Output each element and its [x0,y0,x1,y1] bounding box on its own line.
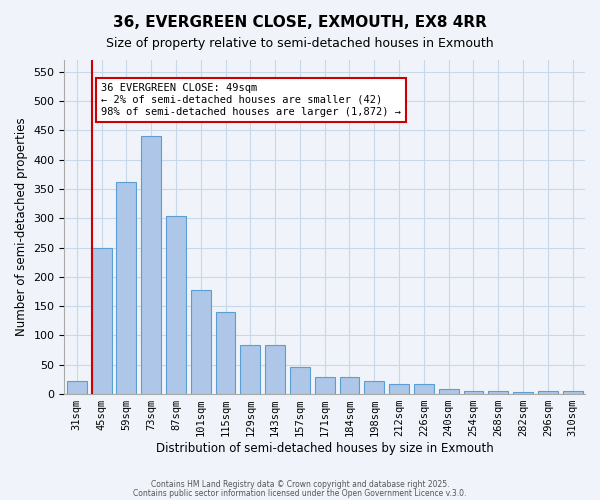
Bar [141,136,161,394]
Bar [439,390,458,394]
Bar [265,345,285,394]
Bar [513,392,533,394]
Bar [389,384,409,394]
Text: Contains HM Land Registry data © Crown copyright and database right 2025.: Contains HM Land Registry data © Crown c… [151,480,449,489]
Bar [563,391,583,394]
X-axis label: Distribution of semi-detached houses by size in Exmouth: Distribution of semi-detached houses by … [156,442,494,455]
Bar [315,377,335,394]
Text: Size of property relative to semi-detached houses in Exmouth: Size of property relative to semi-detach… [106,38,494,51]
Y-axis label: Number of semi-detached properties: Number of semi-detached properties [15,118,28,336]
Bar [116,182,136,394]
Bar [464,391,484,394]
Bar [166,216,186,394]
Bar [364,381,384,394]
Bar [67,381,87,394]
Bar [290,366,310,394]
Bar [92,248,112,394]
Bar [340,377,359,394]
Text: 36, EVERGREEN CLOSE, EXMOUTH, EX8 4RR: 36, EVERGREEN CLOSE, EXMOUTH, EX8 4RR [113,15,487,30]
Bar [191,290,211,394]
Text: 36 EVERGREEN CLOSE: 49sqm
← 2% of semi-detached houses are smaller (42)
98% of s: 36 EVERGREEN CLOSE: 49sqm ← 2% of semi-d… [101,84,401,116]
Bar [414,384,434,394]
Bar [241,345,260,394]
Bar [215,312,235,394]
Bar [538,391,558,394]
Bar [488,391,508,394]
Text: Contains public sector information licensed under the Open Government Licence v.: Contains public sector information licen… [133,488,467,498]
